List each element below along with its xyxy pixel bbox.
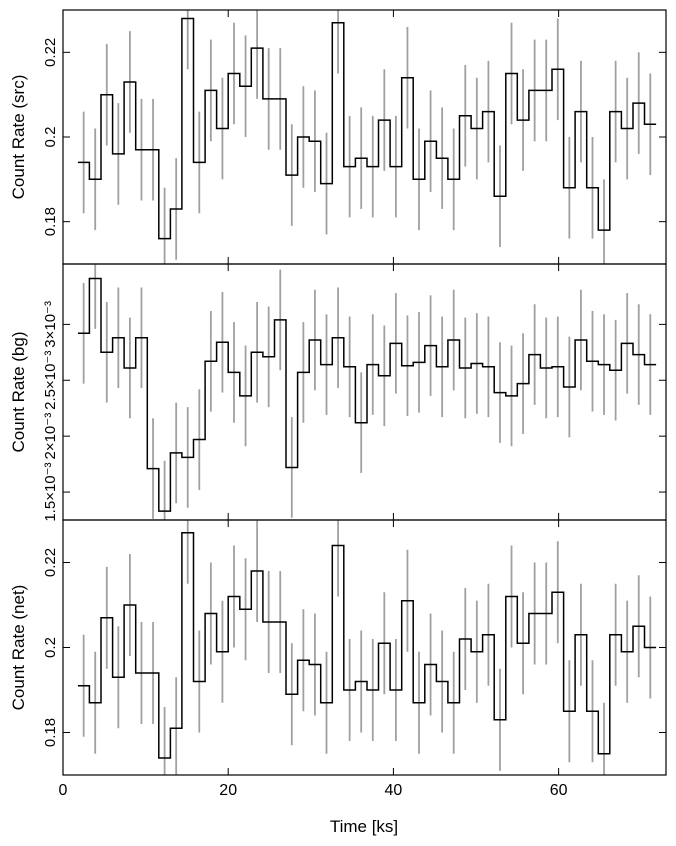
x-tick-label: 40 bbox=[385, 782, 403, 799]
data-group bbox=[77, 520, 657, 775]
y-tick-label: 0.22 bbox=[42, 38, 59, 67]
y-tick-label: 3×10⁻³ bbox=[42, 301, 59, 348]
y-tick-label: 0.2 bbox=[42, 127, 59, 148]
y-tick-label: 0.18 bbox=[42, 718, 59, 747]
y-tick-label: 0.18 bbox=[42, 207, 59, 236]
y-axis-label: Count Rate (net) bbox=[9, 585, 28, 711]
y-tick-label: 1.5×10⁻³ bbox=[42, 462, 59, 521]
y-axis-label: Count Rate (src) bbox=[9, 75, 28, 200]
y-tick-label: 2×10⁻³ bbox=[42, 413, 59, 460]
y-tick-label: 0.2 bbox=[42, 637, 59, 658]
step-line-series bbox=[77, 532, 657, 759]
x-tick-label: 20 bbox=[219, 782, 237, 799]
x-tick-label: 60 bbox=[550, 782, 568, 799]
y-tick-label: 0.22 bbox=[42, 548, 59, 577]
x-tick-label: 0 bbox=[59, 782, 68, 799]
panel-2: 1.5×10⁻³ 2×10⁻³ 2.5×10⁻³ 3×10⁻³ Count Rate (… bbox=[9, 263, 667, 522]
y-tick-label: 2.5×10⁻³ bbox=[42, 351, 59, 410]
step-line-series bbox=[77, 277, 657, 512]
y-axis-label: Count Rate (bg) bbox=[9, 332, 28, 453]
panel-3: 0.18 0.2 0.22 Count Rate (net) bbox=[9, 519, 667, 776]
data-group bbox=[77, 10, 657, 264]
panels-layer: 0.18 0.2 0.22 Count Rate (src) 1.5×10⁻³ 2×10⁻… bbox=[9, 9, 667, 799]
x-axis-label: Time [ks] bbox=[330, 817, 398, 836]
panel-1: 0.18 0.2 0.22 Count Rate (src) bbox=[9, 9, 667, 265]
data-group bbox=[77, 264, 657, 520]
step-line-series bbox=[77, 17, 657, 240]
